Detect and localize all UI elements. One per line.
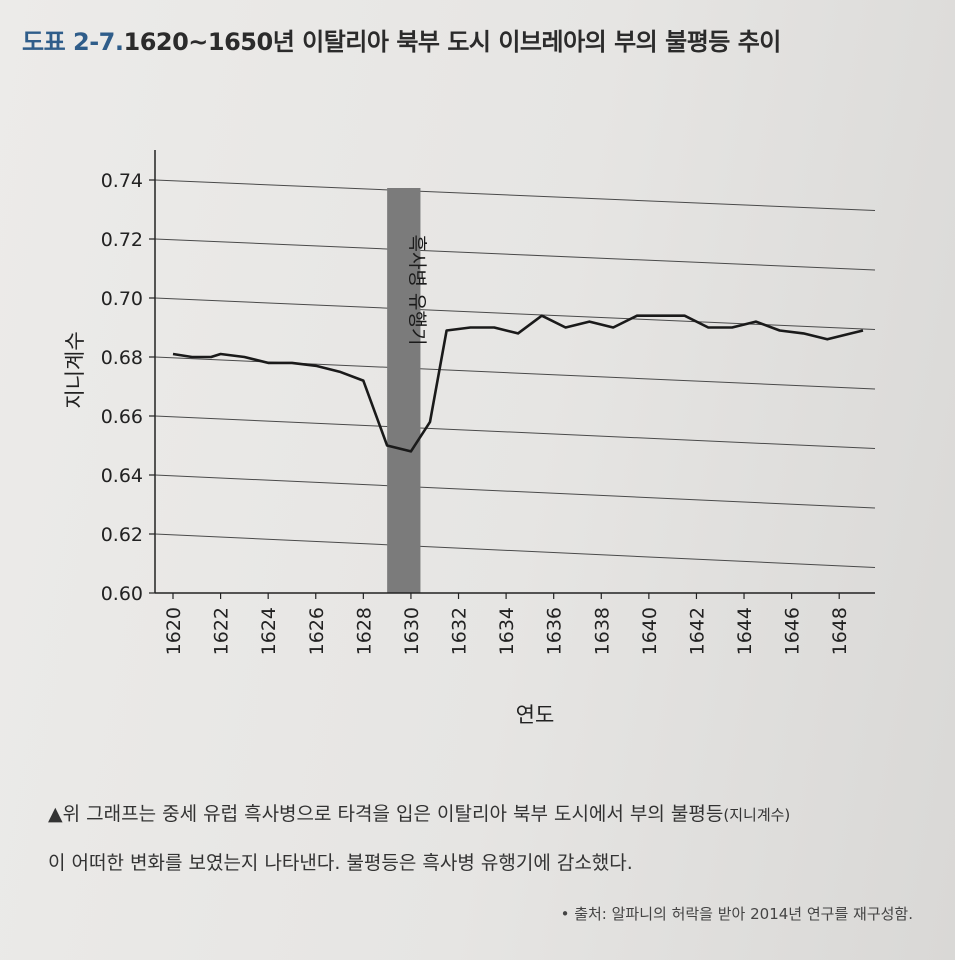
figure-title-text: 1620~1650년 이탈리아 북부 도시 이브레아의 부의 불평등 추이 <box>123 28 782 56</box>
x-tick-label: 1626 <box>306 607 328 655</box>
y-tick-label: 0.68 <box>101 347 143 369</box>
y-tick-label: 0.72 <box>101 229 143 251</box>
gini-line-chart: 0.60 0.62 0.64 0.66 0.68 0.70 0.72 0.74 흑사병 유행기 1… <box>63 150 876 727</box>
gridline-0.74 <box>154 179 876 211</box>
gini-series-line <box>172 314 864 453</box>
x-tick-label: 1636 <box>544 607 566 655</box>
x-tick-label: 1648 <box>829 607 851 655</box>
gridline-0.64 <box>154 474 876 509</box>
x-tick-label: 1642 <box>686 607 708 655</box>
y-tick-label: 0.66 <box>101 406 143 428</box>
x-axis-title: 연도 <box>516 703 555 727</box>
band-label: 흑사병 유행기 <box>406 235 428 346</box>
plague-period-band <box>387 188 421 593</box>
source-note: • 출처: 알파니의 허락을 받아 2014년 연구를 재구성함. <box>560 905 913 923</box>
caption-line-1: ▲위 그래프는 중세 유럽 흑사병으로 타격을 입은 이탈리아 북부 도시에서 … <box>48 803 724 825</box>
figure-number: 도표 2-7. <box>22 28 124 56</box>
gridline-0.70 <box>154 297 876 330</box>
x-tick-label: 1646 <box>782 607 804 655</box>
gridline-0.72 <box>154 238 876 271</box>
y-axis-title: 지니계수 <box>63 331 87 408</box>
x-tick-label: 1640 <box>639 607 661 655</box>
figure-title: 도표 2-7.1620~1650년 이탈리아 북부 도시 이브레아의 부의 불평… <box>22 22 781 57</box>
x-tick-label: 1624 <box>258 607 280 655</box>
y-tick-label: 0.64 <box>101 465 143 487</box>
x-tick-label: 1622 <box>211 607 233 655</box>
y-tick-label: 0.74 <box>101 170 143 192</box>
gridline-0.62 <box>154 533 876 568</box>
x-tick-label: 1632 <box>449 607 471 655</box>
gridline-0.66 <box>154 415 876 449</box>
y-tick-label: 0.62 <box>101 524 143 546</box>
y-tick-label: 0.70 <box>101 288 143 310</box>
figure-caption: ▲위 그래프는 중세 유럽 흑사병으로 타격을 입은 이탈리아 북부 도시에서 … <box>48 790 928 887</box>
x-tick-label: 1620 <box>163 607 185 655</box>
caption-paren: (지니계수) <box>723 806 791 824</box>
y-tick-label: 0.60 <box>101 583 143 605</box>
caption-line-2: 이 어떠한 변화를 보였는지 나타낸다. 불평등은 흑사병 유행기에 감소했다. <box>48 852 633 874</box>
x-tick-label: 1638 <box>591 607 613 655</box>
x-tick-label: 1644 <box>734 607 756 655</box>
x-tick-label: 1630 <box>401 607 423 655</box>
x-tick-label: 1628 <box>353 607 375 655</box>
x-tick-label: 1634 <box>496 607 518 655</box>
